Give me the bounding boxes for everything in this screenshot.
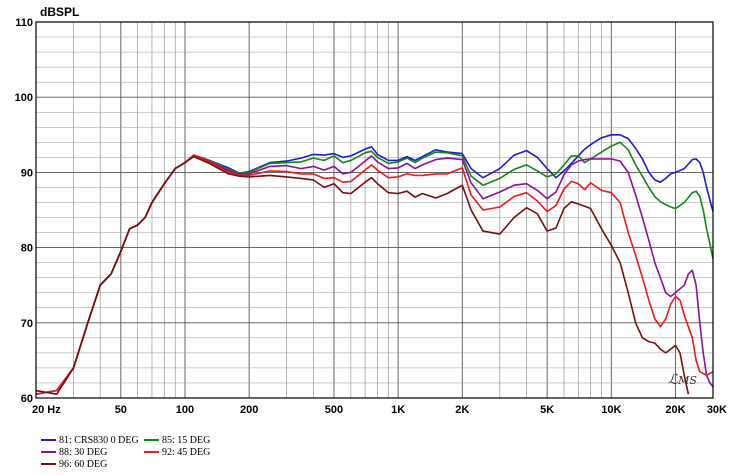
x-tick-label: 200 bbox=[240, 404, 258, 416]
y-tick-label: 110 bbox=[15, 17, 33, 29]
legend-label: 88: 30 DEG bbox=[59, 447, 108, 458]
x-tick-label: 500 bbox=[325, 404, 343, 416]
legend-item: 96: 60 DEG bbox=[41, 459, 107, 470]
x-tick-label: 30K bbox=[707, 404, 727, 416]
legend-swatch bbox=[144, 438, 159, 441]
legend-label: 85: 15 DEG bbox=[162, 435, 211, 446]
legend-item: 81: CRS830 0 DEG bbox=[41, 435, 139, 446]
legend-swatch bbox=[41, 438, 56, 441]
y-tick-label: 80 bbox=[21, 243, 33, 255]
legend-item: 85: 15 DEG bbox=[144, 435, 210, 446]
legend-item: 92: 45 DEG bbox=[144, 447, 210, 458]
x-tick-label: 20 Hz bbox=[32, 404, 61, 416]
y-tick-label: 70 bbox=[21, 318, 33, 330]
x-tick-labels: 20 Hz 50 100 200 500 1K 2K 5K 10K 20K 30K bbox=[32, 404, 727, 416]
legend-swatch bbox=[41, 462, 56, 465]
y-tick-labels: 60 70 80 90 100 110 bbox=[15, 17, 33, 405]
y-tick-label: 60 bbox=[21, 393, 33, 405]
legend-label: 92: 45 DEG bbox=[162, 447, 211, 458]
x-tick-label: 20K bbox=[665, 404, 685, 416]
grid bbox=[36, 22, 713, 398]
series-lines bbox=[36, 134, 713, 395]
x-tick-label: 50 bbox=[115, 404, 127, 416]
x-tick-label: 2K bbox=[455, 404, 469, 416]
legend-label: 96: 60 DEG bbox=[59, 459, 108, 470]
legend-item: 88: 30 DEG bbox=[41, 447, 107, 458]
x-tick-label: 100 bbox=[176, 404, 194, 416]
plot-frame bbox=[35, 21, 714, 399]
lms-signature: ℒMS bbox=[668, 372, 697, 388]
legend-swatch bbox=[144, 450, 159, 453]
x-tick-label: 10K bbox=[601, 404, 621, 416]
legend-swatch bbox=[41, 450, 56, 453]
y-tick-label: 100 bbox=[15, 92, 33, 104]
y-tick-label: 90 bbox=[21, 167, 33, 179]
x-tick-label: 1K bbox=[391, 404, 405, 416]
series-line-5 bbox=[36, 155, 690, 395]
legend-label: 81: CRS830 0 DEG bbox=[59, 435, 139, 446]
y-axis-title: dBSPL bbox=[40, 5, 79, 19]
x-tick-label: 5K bbox=[540, 404, 554, 416]
